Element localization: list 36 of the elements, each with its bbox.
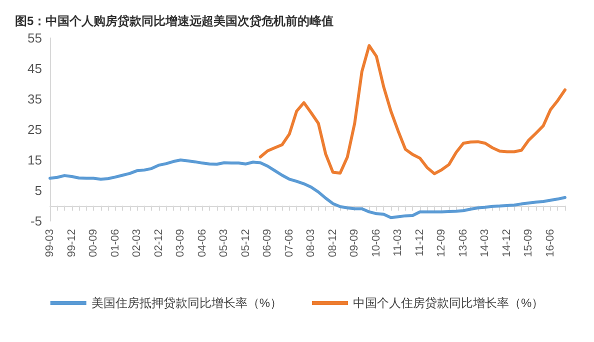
y-tick-label: 55 — [28, 30, 42, 46]
line-series — [48, 158, 566, 220]
x-tick-label: 04-06 — [196, 229, 208, 258]
x-tick-label: 08-12 — [326, 229, 339, 258]
line-series — [258, 44, 566, 176]
x-tick-label: 99-12 — [66, 229, 78, 258]
x-tick-label: 13-06 — [457, 229, 470, 258]
x-tick-label: 08-03 — [305, 229, 318, 258]
x-tick-label: 14-12 — [500, 229, 513, 258]
x-tick-label: 14-03 — [479, 229, 492, 258]
x-tick-label: 16-06 — [544, 229, 556, 258]
x-tick-label: 10-06 — [370, 229, 382, 258]
x-tick-label: 05-03 — [218, 229, 230, 258]
legend-label: 美国住房抵押贷款同比增长率（%） — [91, 296, 282, 310]
chart-title: 图5：中国个人购房贷款同比增速远超美国次贷危机前的峰值 — [15, 14, 334, 28]
y-tick-label: 35 — [28, 92, 42, 106]
x-tick-label: 06-09 — [262, 229, 274, 258]
x-tick-label: 02-03 — [131, 229, 144, 258]
x-tick-label: 05-12 — [240, 229, 252, 258]
x-tick-label: 99-03 — [44, 229, 56, 258]
y-tick-label: 15 — [28, 152, 42, 168]
x-tick-label: 03-09 — [174, 229, 187, 258]
x-tick-label: 02-12 — [152, 229, 165, 258]
y-tick-label: -5 — [30, 214, 42, 228]
legend-label: 中国个人住房贷款同比增长率（%） — [353, 296, 544, 310]
y-tick-label: 45 — [28, 61, 42, 76]
x-tick-label: 01-06 — [109, 229, 122, 258]
y-tick-label: 5 — [34, 183, 42, 198]
x-tick-label: 11-12 — [414, 229, 426, 256]
x-tick-label: 11-03 — [392, 229, 404, 256]
x-tick-label: 07-06 — [283, 229, 296, 258]
x-tick-label: 00-09 — [88, 229, 100, 258]
y-tick-label: 25 — [28, 122, 42, 137]
x-tick-label: 09-09 — [348, 229, 361, 258]
x-tick-label: 12-09 — [436, 229, 448, 258]
x-tick-label: 15-09 — [522, 229, 535, 258]
